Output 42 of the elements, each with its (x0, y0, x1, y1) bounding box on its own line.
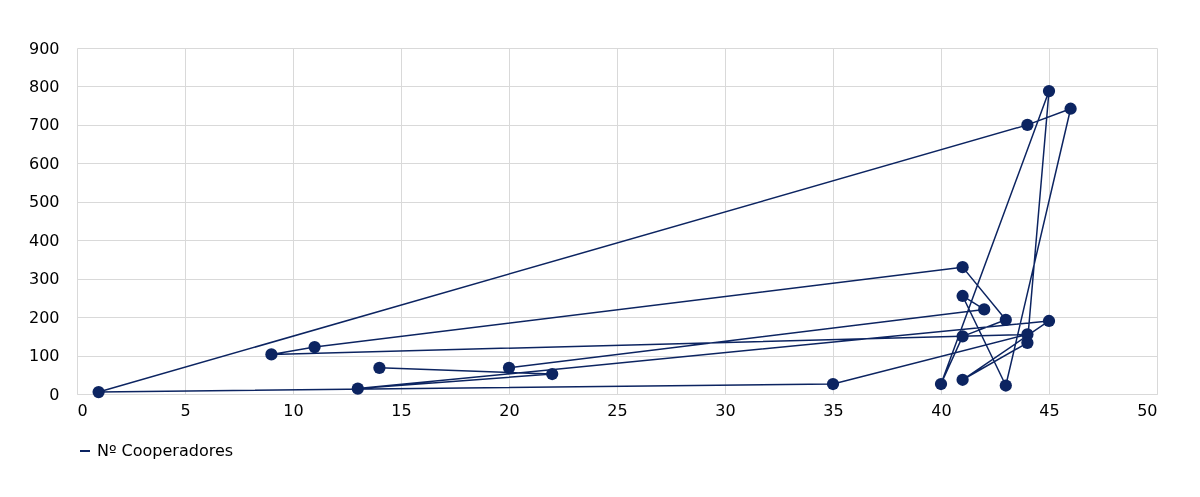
y-tick-label: 600 (28, 153, 60, 173)
y-tick-label: 400 (28, 230, 60, 250)
x-tick-label: 50 (1137, 400, 1158, 420)
point (934, 377, 948, 391)
y-tick-label: 800 (28, 76, 60, 96)
y-tick-label: 300 (28, 269, 60, 289)
point (956, 289, 969, 303)
x-tick-label: 10 (283, 400, 304, 420)
y-tick-label: 500 (28, 192, 60, 212)
point (956, 330, 969, 343)
point (308, 340, 321, 354)
x-tick-label: 30 (715, 400, 736, 420)
x-tick-label: 5 (180, 400, 191, 420)
y-tick-label: 0 (49, 384, 60, 404)
point (1042, 84, 1056, 98)
point (978, 303, 991, 316)
point (826, 377, 840, 391)
point (956, 373, 969, 386)
point (956, 261, 969, 274)
point (373, 361, 386, 374)
point (999, 313, 1012, 326)
x-tick-label: 45 (1039, 400, 1060, 420)
legend-label: Nº Cooperadores (97, 441, 234, 460)
y-tick-label: 100 (28, 346, 60, 366)
y-tick-label: 200 (28, 307, 60, 327)
x-tick-label: 0 (77, 400, 88, 420)
point (546, 367, 559, 381)
point (351, 382, 364, 395)
y-tick-label: 900 (28, 38, 60, 58)
x-tick-label: 15 (391, 400, 412, 420)
point (1021, 118, 1034, 131)
x-tick-label: 35 (823, 400, 844, 420)
y-tick-label: 700 (28, 115, 60, 135)
point (999, 379, 1012, 392)
x-tick-label: 40 (931, 400, 952, 420)
x-tick-label: 25 (607, 400, 628, 420)
point (502, 361, 516, 374)
point (92, 385, 105, 399)
point (1064, 102, 1077, 115)
point (265, 348, 278, 361)
point (1042, 314, 1056, 328)
x-tick-label: 20 (499, 400, 520, 420)
